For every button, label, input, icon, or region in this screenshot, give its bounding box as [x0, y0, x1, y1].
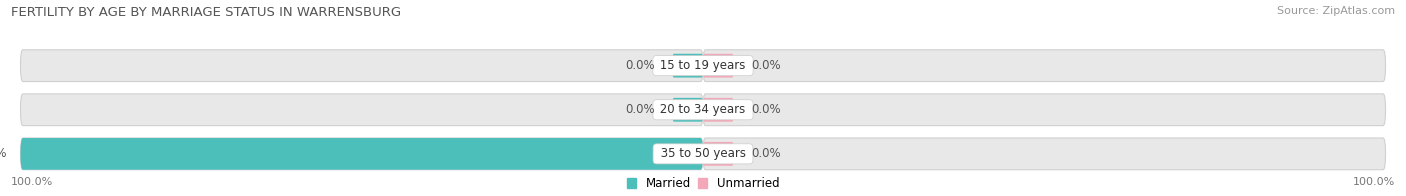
- Text: 0.0%: 0.0%: [751, 147, 780, 160]
- FancyBboxPatch shape: [703, 94, 1385, 126]
- Text: 100.0%: 100.0%: [1353, 177, 1395, 187]
- Text: 0.0%: 0.0%: [626, 103, 655, 116]
- FancyBboxPatch shape: [21, 50, 703, 82]
- Text: 15 to 19 years: 15 to 19 years: [657, 59, 749, 72]
- Text: 0.0%: 0.0%: [626, 59, 655, 72]
- Text: 100.0%: 100.0%: [11, 177, 53, 187]
- Text: 0.0%: 0.0%: [751, 59, 780, 72]
- Legend: Married, Unmarried: Married, Unmarried: [627, 177, 779, 190]
- FancyBboxPatch shape: [703, 138, 1385, 170]
- Text: 100.0%: 100.0%: [0, 147, 7, 160]
- FancyBboxPatch shape: [703, 142, 734, 166]
- FancyBboxPatch shape: [672, 54, 703, 78]
- Text: 35 to 50 years: 35 to 50 years: [657, 147, 749, 160]
- FancyBboxPatch shape: [21, 94, 703, 126]
- Text: 0.0%: 0.0%: [751, 103, 780, 116]
- Text: FERTILITY BY AGE BY MARRIAGE STATUS IN WARRENSBURG: FERTILITY BY AGE BY MARRIAGE STATUS IN W…: [11, 6, 401, 19]
- Text: Source: ZipAtlas.com: Source: ZipAtlas.com: [1277, 6, 1395, 16]
- FancyBboxPatch shape: [703, 54, 734, 78]
- FancyBboxPatch shape: [21, 138, 703, 170]
- FancyBboxPatch shape: [703, 50, 1385, 82]
- FancyBboxPatch shape: [21, 138, 703, 170]
- Text: 20 to 34 years: 20 to 34 years: [657, 103, 749, 116]
- FancyBboxPatch shape: [672, 98, 703, 122]
- FancyBboxPatch shape: [703, 98, 734, 122]
